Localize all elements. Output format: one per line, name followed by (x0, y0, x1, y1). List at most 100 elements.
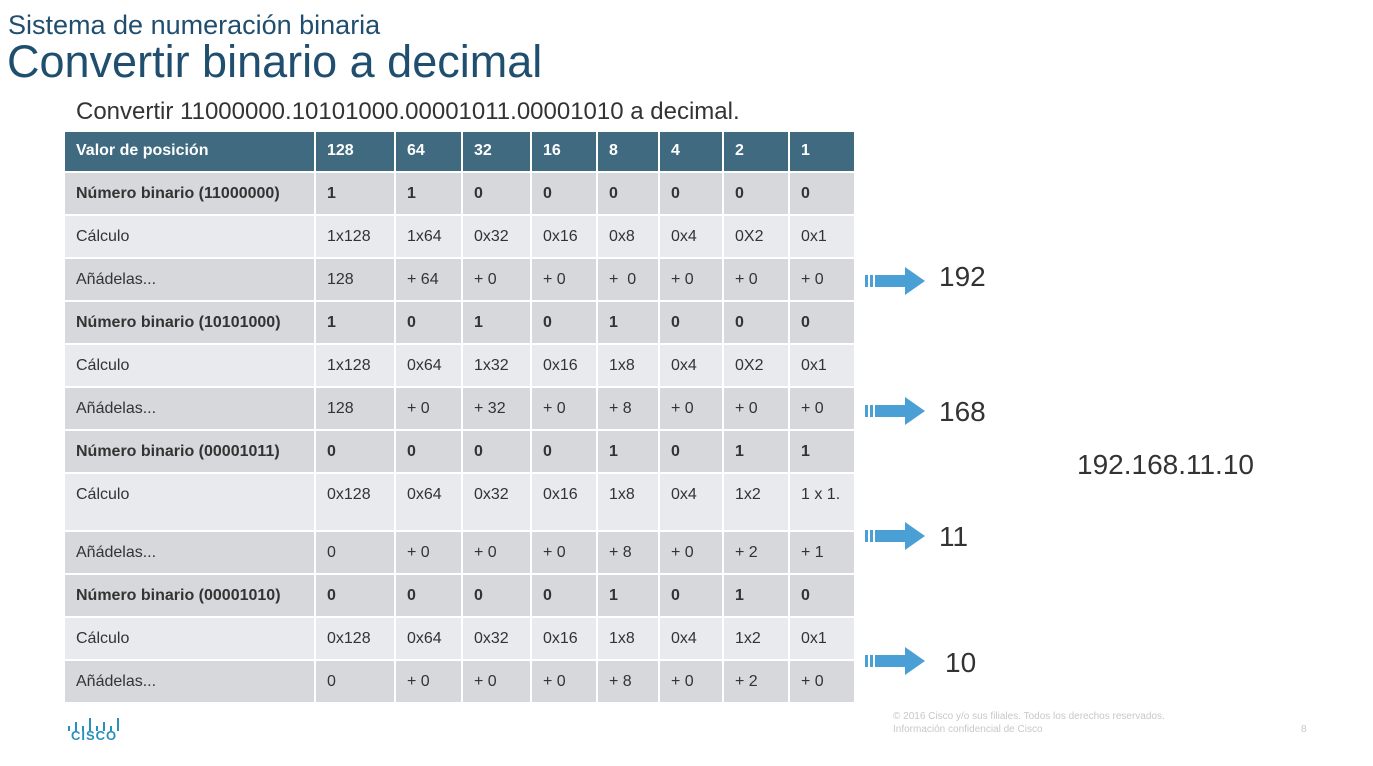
row-label-cell: Número binario (00001011) (63, 429, 316, 474)
header-cell: 1 (788, 130, 856, 173)
result-octet-1: 192 (939, 261, 986, 292)
value-cell: 1 (314, 171, 396, 216)
footer-copyright: © 2016 Cisco y/o sus filiales. Todos los… (893, 711, 1165, 722)
value-cell: 0x16 (530, 343, 598, 388)
row-label-cell: Cálculo (63, 616, 316, 661)
value-cell: 1x128 (314, 343, 396, 388)
value-cell: + 0 (461, 530, 532, 575)
value-cell: + 0 (530, 386, 598, 431)
table-row: Cálculo 1x128 0x64 1x32 0x16 1x8 0x4 0X2 0x1 (63, 343, 856, 388)
header-cell: 4 (658, 130, 724, 173)
value-cell: 0 (314, 573, 396, 618)
header-cell: 64 (394, 130, 463, 173)
right-arrow-icon (865, 397, 925, 425)
value-cell: + 0 (596, 257, 660, 302)
cisco-logo-text: CISCO (71, 728, 118, 743)
value-cell: + 0 (658, 386, 724, 431)
row-label-cell: Número binario (11000000) (63, 171, 316, 216)
value-cell: + 8 (596, 659, 660, 704)
header-cell: Valor de posición (63, 130, 316, 173)
value-cell: + 0 (658, 257, 724, 302)
value-cell: 0x32 (461, 472, 532, 532)
value-cell: 1x32 (461, 343, 532, 388)
value-cell: 0x8 (596, 214, 660, 259)
value-cell: 0x1 (788, 616, 856, 661)
value-cell: 0 (658, 429, 724, 474)
value-cell: 0 (394, 573, 463, 618)
value-cell: 128 (314, 386, 396, 431)
value-cell: 1x8 (596, 472, 660, 532)
value-cell: + 8 (596, 386, 660, 431)
value-cell: 0x32 (461, 214, 532, 259)
value-cell: 0x64 (394, 616, 463, 661)
right-arrow-icon (865, 522, 925, 550)
value-cell: 0x1 (788, 343, 856, 388)
header-cell: 32 (461, 130, 532, 173)
value-cell: + 8 (596, 530, 660, 575)
header-cell: 16 (530, 130, 598, 173)
value-cell: 1x2 (722, 616, 790, 661)
row-label-cell: Número binario (00001010) (63, 573, 316, 618)
value-cell: 0x16 (530, 214, 598, 259)
value-cell: 1x8 (596, 343, 660, 388)
value-cell: 0 (530, 429, 598, 474)
table-row: Añádelas... 0 + 0 + 0 + 0 + 8 + 0 + 2 + 0 (63, 659, 856, 704)
result-octet-4: 10 (945, 647, 977, 678)
final-ip-address: 192.168.11.10 (1077, 449, 1254, 480)
value-cell: 1 (722, 429, 790, 474)
table-row: Cálculo 1x128 1x64 0x32 0x16 0x8 0x4 0X2 0x1 (63, 214, 856, 259)
row-label-cell: Añádelas... (63, 659, 316, 704)
value-cell: 0 (530, 573, 598, 618)
header-cell: 128 (314, 130, 396, 173)
value-cell: + 0 (788, 659, 856, 704)
value-cell: 1 (596, 300, 660, 345)
value-cell: 0x64 (394, 472, 463, 532)
value-cell: + 0 (788, 386, 856, 431)
value-cell: + 2 (722, 530, 790, 575)
value-cell: 0X2 (722, 343, 790, 388)
value-cell: 0x16 (530, 616, 598, 661)
value-cell: 0x1 (788, 214, 856, 259)
header-cell: 8 (596, 130, 660, 173)
value-cell: 0 (658, 300, 724, 345)
footer-confidential: Información confidencial de Cisco (893, 724, 1043, 735)
result-octet-3: 11 (939, 521, 969, 552)
row-label-cell: Añádelas... (63, 386, 316, 431)
footer: © 2016 Cisco y/o sus filiales. Todos los… (893, 710, 1165, 736)
value-cell: + 0 (394, 386, 463, 431)
value-cell: 0 (530, 171, 598, 216)
value-cell: 0x64 (394, 343, 463, 388)
table-header-row: Valor de posición 128 64 32 16 8 4 2 1 (63, 130, 856, 173)
value-cell: + 0 (658, 659, 724, 704)
lead-text: Convertir 11000000.10101000.00001011.000… (76, 98, 740, 125)
value-cell: 0 (394, 300, 463, 345)
row-label-cell: Añádelas... (63, 530, 316, 575)
value-cell: 0 (788, 171, 856, 216)
table-row: Número binario (11000000) 1 1 0 0 0 0 0 0 (63, 171, 856, 216)
cisco-logo-icon (68, 718, 119, 731)
table-row: Cálculo 0x128 0x64 0x32 0x16 1x8 0x4 1x2 0x1 (63, 616, 856, 661)
value-cell: 0 (530, 300, 598, 345)
value-cell: + 0 (722, 257, 790, 302)
value-cell: + 2 (722, 659, 790, 704)
value-cell: 0 (314, 429, 396, 474)
value-cell: + 32 (461, 386, 532, 431)
value-cell: + 0 (530, 530, 598, 575)
value-cell: + 0 (394, 530, 463, 575)
value-cell: 0 (461, 171, 532, 216)
row-label-cell: Añádelas... (63, 257, 316, 302)
value-cell: + 0 (530, 659, 598, 704)
value-cell: 1 (314, 300, 396, 345)
value-cell: 1x64 (394, 214, 463, 259)
value-cell: 0 (722, 171, 790, 216)
value-cell: 1 (394, 171, 463, 216)
value-cell: 0 (461, 429, 532, 474)
value-cell: 0x4 (658, 616, 724, 661)
value-cell: 0 (461, 573, 532, 618)
value-cell: 1 (461, 300, 532, 345)
value-cell: 0 (658, 573, 724, 618)
row-label-cell: Cálculo (63, 343, 316, 388)
conversion-table: Valor de posición 128 64 32 16 8 4 2 1 N… (63, 130, 856, 704)
value-cell: 0x128 (314, 472, 396, 532)
value-cell: + 1 (788, 530, 856, 575)
